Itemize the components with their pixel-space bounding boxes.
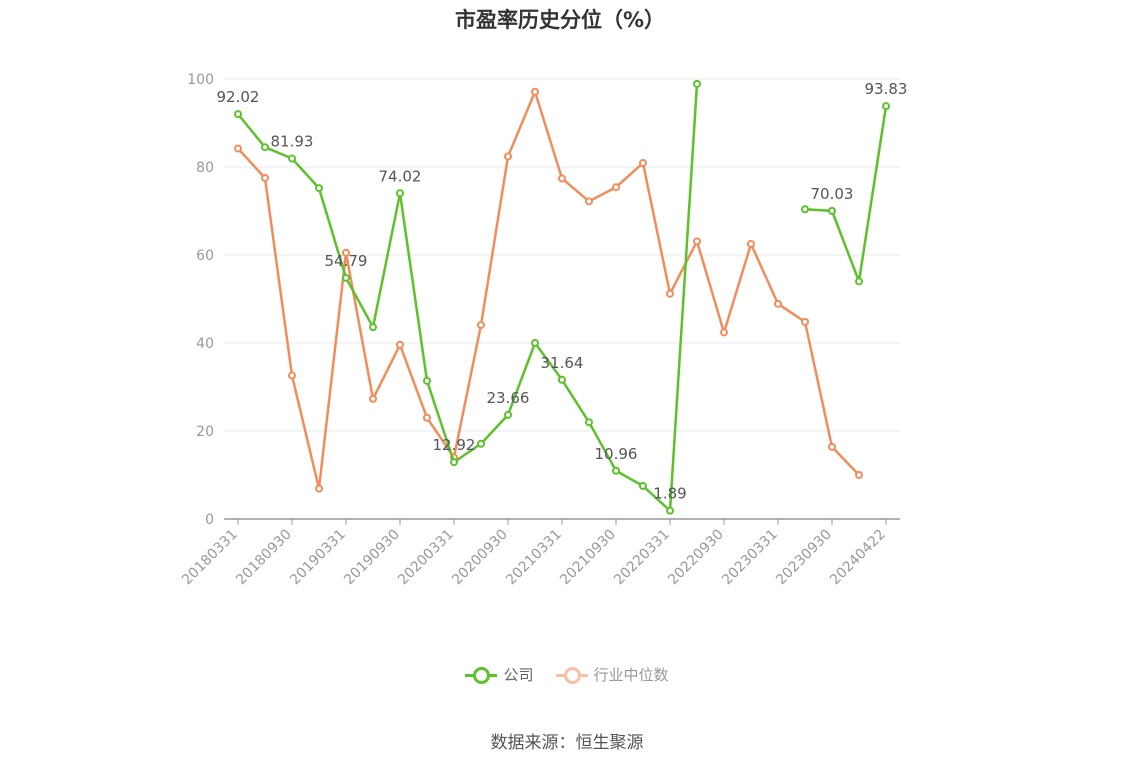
point-company-20190630	[369, 323, 377, 332]
legend-item-industry[interactable]: 行业中位数	[555, 664, 669, 685]
point-company-20180630	[261, 143, 269, 152]
x-tick-label-20230930: 20230930	[773, 527, 835, 589]
point-industry-20180331	[234, 144, 242, 153]
point-industry-20230630	[801, 317, 809, 326]
point-company-20200930	[504, 410, 512, 419]
point-industry-20220331	[666, 289, 674, 298]
x-tick-label-20180930: 20180930	[233, 527, 295, 589]
data-label-20230930: 70.03	[811, 185, 854, 203]
legend-industry-label: 行业中位数	[593, 666, 669, 684]
point-company-20240422	[882, 102, 890, 111]
x-tick-label-20230331: 20230331	[719, 527, 781, 589]
data-label-20190930: 74.02	[379, 167, 422, 185]
point-company-20200331	[450, 458, 458, 467]
point-company-20180930	[288, 154, 296, 163]
point-company-20210331	[558, 375, 566, 384]
point-industry-20221231	[747, 240, 755, 248]
y-tick-label-60: 60	[196, 248, 214, 264]
point-company-20190331	[342, 273, 350, 282]
x-tick-label-20210930: 20210930	[557, 527, 619, 589]
point-industry-20220630	[693, 237, 701, 246]
point-industry-20201231	[531, 87, 539, 96]
x-tick-label-20200331: 20200331	[395, 527, 457, 589]
x-tick-label-20190331: 20190331	[287, 527, 349, 589]
data-label-20190331: 54.79	[325, 252, 368, 270]
point-company-20181231	[315, 184, 323, 193]
point-company-20231231	[855, 277, 863, 286]
point-company-20211231	[639, 482, 647, 490]
point-industry-20210930	[612, 183, 620, 192]
point-industry-20190630	[369, 394, 377, 403]
point-industry-20190331	[342, 248, 350, 257]
point-industry-20230331	[774, 299, 782, 308]
point-industry-20231231	[855, 471, 863, 479]
legend-item-company[interactable]: 公司	[465, 664, 534, 685]
point-company-20180331	[234, 110, 242, 119]
series-line-company-1	[804, 105, 888, 283]
x-tick-label-20200930: 20200930	[449, 527, 511, 589]
point-industry-20230930	[828, 442, 836, 451]
data-label-20180930: 81.93	[271, 133, 314, 151]
data-label-20200930: 23.66	[487, 389, 530, 407]
series-line-company-0	[237, 83, 699, 512]
point-company-20230630	[801, 205, 809, 214]
legend-company-label: 公司	[503, 666, 534, 684]
y-tick-label-20: 20	[196, 424, 214, 440]
data-label-20220331: 1.89	[653, 485, 686, 503]
point-industry-20210331	[558, 174, 566, 183]
point-industry-20191231	[423, 413, 431, 422]
y-tick-label-80: 80	[196, 160, 214, 176]
point-industry-20180630	[261, 174, 269, 182]
data-label-20240422: 93.83	[865, 80, 908, 98]
point-company-20200630	[477, 439, 485, 448]
x-tick-label-20210331: 20210331	[503, 527, 565, 589]
point-company-20220630	[693, 79, 701, 88]
point-industry-20210630	[585, 197, 593, 206]
point-industry-20200630	[477, 320, 485, 329]
point-industry-20211231	[639, 159, 647, 168]
x-tick-label-20180331: 20180331	[179, 527, 241, 589]
legend-industry-swatch	[555, 666, 588, 684]
point-industry-20220930	[720, 328, 728, 337]
data-label-20180331: 92.02	[217, 88, 260, 106]
point-industry-20181231	[315, 484, 323, 493]
point-company-20230930	[828, 206, 836, 215]
y-tick-label-40: 40	[196, 336, 214, 352]
y-tick-label-100: 100	[187, 72, 214, 88]
point-company-20210630	[585, 418, 593, 427]
data-source: 数据来源：恒生聚源	[490, 733, 644, 753]
point-company-20201231	[531, 339, 539, 347]
data-label-20210930: 10.96	[595, 445, 638, 463]
data-label-20210331: 31.64	[541, 354, 584, 372]
point-company-20190930	[396, 189, 404, 198]
point-company-20210930	[612, 466, 620, 475]
point-industry-20190930	[396, 340, 404, 349]
legend: 公司 行业中位数	[0, 664, 1134, 685]
x-tick-label-20190930: 20190930	[341, 527, 403, 589]
x-tick-label-20240422: 20240422	[827, 527, 889, 589]
legend-company-swatch	[465, 666, 498, 684]
x-tick-label-20220331: 20220331	[611, 527, 673, 589]
chart-title: 市盈率历史分位（%）	[454, 8, 666, 32]
point-company-20191231	[423, 376, 431, 385]
data-label-20200331: 12.92	[433, 436, 476, 454]
point-company-20220331	[666, 506, 674, 515]
y-tick-label-0: 0	[205, 512, 214, 528]
point-industry-20200930	[504, 152, 512, 161]
series-line-industry-0	[237, 90, 860, 490]
x-tick-label-20220930: 20220930	[665, 527, 727, 589]
point-industry-20180930	[288, 371, 296, 380]
